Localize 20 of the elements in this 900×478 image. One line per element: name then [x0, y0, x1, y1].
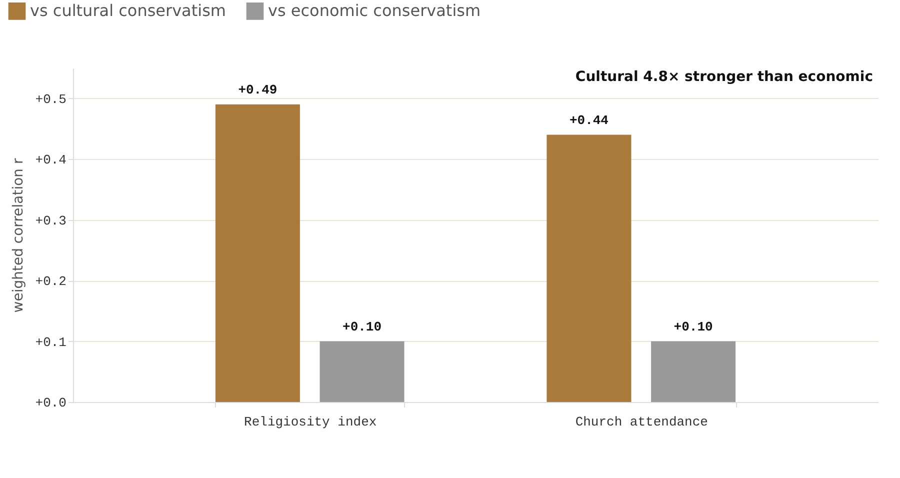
annotation: Cultural 4.8× stronger than economic: [575, 69, 873, 85]
bar: [546, 134, 632, 402]
y-tick-label: +0.5: [35, 92, 66, 107]
data-label: +0.44: [569, 112, 609, 128]
bar: [215, 104, 300, 402]
legend-label: vs cultural conservatism: [30, 1, 226, 20]
legend-label: vs economic conservatism: [268, 1, 481, 20]
data-label: +0.10: [342, 319, 382, 334]
y-tick-label: +0.0: [35, 396, 66, 410]
data-label: +0.10: [674, 319, 713, 334]
data-label: +0.49: [238, 82, 278, 98]
y-tick-label: +0.2: [35, 274, 66, 290]
x-tick-label: Church attendance: [575, 414, 708, 430]
x-tick-label: Religiosity index: [244, 414, 377, 430]
y-tick-label: +0.4: [35, 152, 67, 168]
y-tick-label: +0.3: [35, 213, 66, 228]
y-tick-label: +0.1: [35, 334, 67, 350]
y-axis-title: weighted correlation r: [10, 158, 26, 313]
bar: [651, 341, 736, 402]
bar: [320, 341, 404, 402]
